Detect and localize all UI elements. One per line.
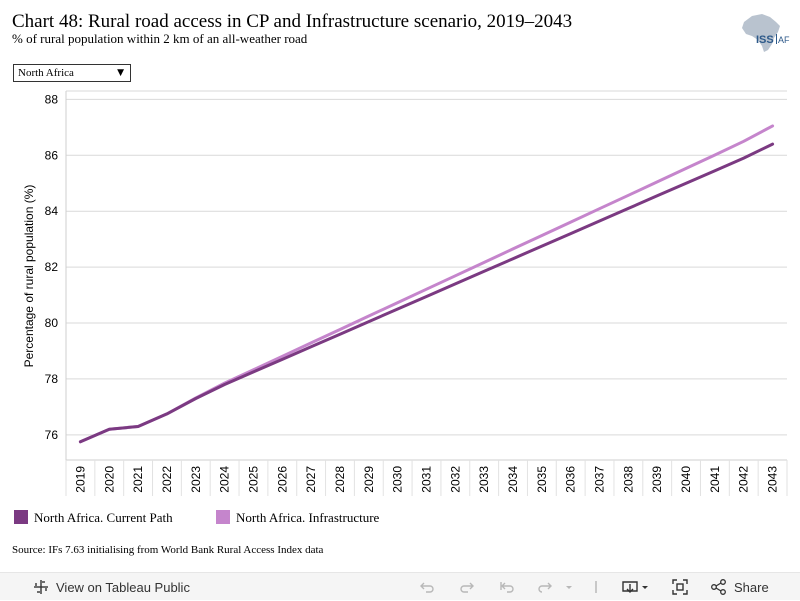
legend-swatch-current-path <box>14 510 28 524</box>
toolbar-divider <box>594 573 598 601</box>
x-tick-label: 2035 <box>535 466 549 493</box>
legend-item-infrastructure[interactable]: North Africa. Infrastructure <box>216 510 379 526</box>
x-tick-label: 2027 <box>304 466 318 493</box>
logo-text-iss: ISS <box>756 34 774 46</box>
line-chart: 76 78 80 82 84 86 88 2019 2020 2021 2022 2023 2024 20… <box>22 90 788 496</box>
fullscreen-icon <box>672 579 688 595</box>
axis-layer: 76 78 80 82 84 86 88 2019 2020 2021 2022 2023 2024 20… <box>45 90 788 496</box>
x-tick-label: 2026 <box>275 466 289 493</box>
y-tick-label: 76 <box>45 428 59 442</box>
chart-title: Chart 48: Rural road access in CP and In… <box>12 11 573 32</box>
x-tick-label: 2022 <box>160 466 174 493</box>
x-tick-label: 2042 <box>737 466 751 493</box>
legend-label-current-path: North Africa. Current Path <box>34 510 173 525</box>
x-tick-label: 2031 <box>420 466 434 493</box>
x-tick-label: 2032 <box>448 466 462 493</box>
x-tick-label: 2043 <box>766 466 780 493</box>
refresh-menu-button[interactable] <box>564 573 574 601</box>
refresh-icon <box>538 582 552 593</box>
iss-africa-logo: ISS AF <box>738 12 790 54</box>
y-tick-label: 80 <box>45 316 59 330</box>
x-tick-label: 2021 <box>131 466 145 493</box>
caret-down-icon <box>566 586 572 589</box>
x-tick-label: 2037 <box>593 466 607 493</box>
revert-button[interactable] <box>498 573 516 601</box>
refresh-button[interactable] <box>536 573 554 601</box>
region-select-value: North Africa <box>18 67 74 79</box>
chart-subtitle: % of rural population within 2 km of an … <box>12 31 308 46</box>
x-tick-label: 2038 <box>621 466 635 493</box>
revert-icon <box>500 582 514 593</box>
download-icon <box>622 581 648 593</box>
grid-layer <box>66 98 787 436</box>
share-label: Share <box>734 579 769 595</box>
x-tick-label: 2029 <box>362 466 376 493</box>
share-button[interactable]: Share <box>710 573 769 601</box>
chevron-down-icon: ▼ <box>117 68 124 78</box>
redo-button[interactable] <box>458 573 476 601</box>
x-tick-label: 2040 <box>679 466 693 493</box>
tableau-toolbar: View on Tableau Public <box>0 572 800 600</box>
x-tick-label: 2034 <box>506 466 520 493</box>
tableau-icon <box>34 580 48 594</box>
x-tick-label: 2019 <box>73 466 87 493</box>
y-tick-label: 88 <box>45 92 59 106</box>
x-tick-label: 2039 <box>650 466 664 493</box>
y-tick-label: 86 <box>45 148 59 162</box>
x-tick-label: 2020 <box>102 466 116 493</box>
redo-icon <box>460 582 474 593</box>
logo-text-africa: AF <box>778 35 790 45</box>
series-line-current-path[interactable] <box>78 142 775 444</box>
x-tick-label: 2033 <box>477 466 491 493</box>
series-line-infrastructure[interactable] <box>78 124 775 444</box>
x-tick-label: 2030 <box>391 466 405 493</box>
view-on-tableau-label: View on Tableau Public <box>56 579 190 595</box>
x-tick-label: 2036 <box>564 466 578 493</box>
x-tick-label: 2028 <box>333 466 347 493</box>
series-layer <box>78 124 775 444</box>
x-tick-label: 2025 <box>246 466 260 493</box>
y-tick-label: 84 <box>45 204 59 218</box>
x-tick-label: 2024 <box>218 466 232 493</box>
legend-swatch-infrastructure <box>216 510 230 524</box>
legend-item-current-path[interactable]: North Africa. Current Path <box>14 510 173 526</box>
share-icon <box>711 579 726 595</box>
y-axis-label: Percentage of rural population (%) <box>22 185 36 368</box>
undo-icon <box>420 582 434 593</box>
fullscreen-button[interactable] <box>670 573 690 601</box>
y-tick-label: 78 <box>45 372 59 386</box>
x-tick-label: 2023 <box>189 466 203 493</box>
source-note: Source: IFs 7.63 initialising from World… <box>12 544 324 556</box>
download-button[interactable] <box>620 573 652 601</box>
legend-label-infrastructure: North Africa. Infrastructure <box>236 510 380 525</box>
y-tick-label: 82 <box>45 260 59 274</box>
x-tick-label: 2041 <box>708 466 722 493</box>
view-on-tableau-button[interactable]: View on Tableau Public <box>32 573 190 601</box>
undo-button[interactable] <box>418 573 436 601</box>
region-select[interactable]: North Africa ▼ <box>13 64 131 82</box>
